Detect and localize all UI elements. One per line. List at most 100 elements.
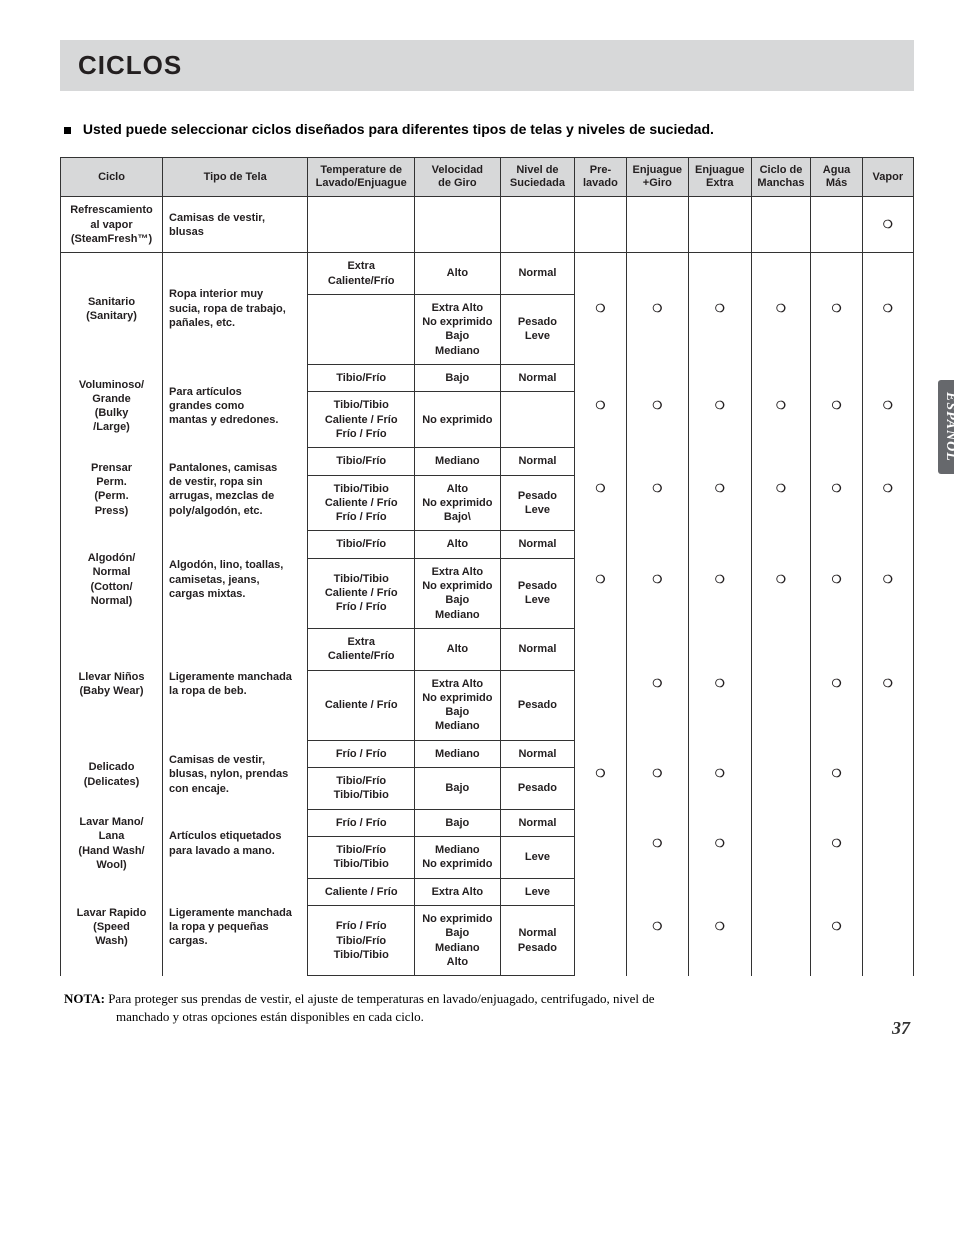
option-cell: ❍ bbox=[862, 253, 913, 365]
option-cell bbox=[751, 740, 811, 809]
option-cell: ❍ bbox=[689, 878, 751, 975]
option-cell: ❍ bbox=[689, 253, 751, 365]
temp-cell: Extra Caliente/Frío bbox=[308, 628, 415, 670]
temp-cell bbox=[308, 294, 415, 364]
speed-cell: Alto bbox=[415, 628, 500, 670]
option-cell bbox=[626, 197, 688, 253]
soil-cell: PesadoLeve bbox=[500, 558, 575, 628]
table-row: Delicado(Delicates)Camisas de vestir,blu… bbox=[61, 740, 914, 767]
option-cell: ❍ bbox=[689, 365, 751, 448]
temp-cell: Frío / FríoTibio/FríoTibio/Tibio bbox=[308, 906, 415, 976]
cycle-cell: Lavar Rapido(SpeedWash) bbox=[61, 878, 163, 975]
language-tab: ESPAÑOL bbox=[938, 380, 954, 474]
col-temp: Temperature deLavado/Enjuague bbox=[308, 158, 415, 197]
table-row: Llevar Niños(Baby Wear)Ligeramente manch… bbox=[61, 628, 914, 670]
option-cell: ❍ bbox=[862, 448, 913, 531]
soil-cell: PesadoLeve bbox=[500, 294, 575, 364]
option-cell: ❍ bbox=[575, 365, 626, 448]
table-header-row: Ciclo Tipo de Tela Temperature deLavado/… bbox=[61, 158, 914, 197]
soil-cell: Pesado bbox=[500, 670, 575, 740]
soil-cell: Leve bbox=[500, 878, 575, 905]
fabric-cell: Camisas de vestir,blusas, nylon, prendas… bbox=[163, 740, 308, 809]
speed-cell: Bajo bbox=[415, 809, 500, 836]
option-cell: ❍ bbox=[626, 809, 688, 878]
option-cell bbox=[751, 628, 811, 740]
speed-cell: Mediano bbox=[415, 740, 500, 767]
cycle-cell: Voluminoso/Grande(Bulky/Large) bbox=[61, 365, 163, 448]
fabric-cell: Algodón, lino, toallas,camisetas, jeans,… bbox=[163, 531, 308, 628]
temp-cell: Caliente / Frío bbox=[308, 878, 415, 905]
col-tela: Tipo de Tela bbox=[163, 158, 308, 197]
speed-cell: Alto bbox=[415, 253, 500, 295]
option-cell bbox=[575, 628, 626, 740]
option-cell: ❍ bbox=[626, 253, 688, 365]
option-cell bbox=[689, 197, 751, 253]
option-cell: ❍ bbox=[811, 878, 862, 975]
cycle-cell: Llevar Niños(Baby Wear) bbox=[61, 628, 163, 740]
option-cell: ❍ bbox=[626, 448, 688, 531]
soil-cell: Normal bbox=[500, 531, 575, 558]
cycle-cell: Sanitario(Sanitary) bbox=[61, 253, 163, 365]
fabric-cell: Para artículosgrandes comomantas y edred… bbox=[163, 365, 308, 448]
option-cell: ❍ bbox=[575, 740, 626, 809]
col-water: AguaMás bbox=[811, 158, 862, 197]
option-cell: ❍ bbox=[751, 531, 811, 628]
fabric-cell: Ligeramente manchadala ropa y pequeñasca… bbox=[163, 878, 308, 975]
option-cell: ❍ bbox=[811, 809, 862, 878]
option-cell: ❍ bbox=[689, 448, 751, 531]
fabric-cell: Artículos etiquetadospara lavado a mano. bbox=[163, 809, 308, 878]
speed-cell: Bajo bbox=[415, 365, 500, 392]
speed-cell: Mediano bbox=[415, 448, 500, 475]
col-steam: Vapor bbox=[862, 158, 913, 197]
option-cell bbox=[862, 740, 913, 809]
title-banner: CICLOS bbox=[60, 40, 914, 91]
soil-cell: NormalPesado bbox=[500, 906, 575, 976]
option-cell: ❍ bbox=[811, 531, 862, 628]
soil-cell: Pesado bbox=[500, 767, 575, 809]
speed-cell: Extra AltoNo exprimidoBajoMediano bbox=[415, 294, 500, 364]
speed-cell bbox=[415, 197, 500, 253]
option-cell bbox=[862, 878, 913, 975]
table-row: Algodón/Normal(Cotton/Normal)Algodón, li… bbox=[61, 531, 914, 558]
speed-cell: No exprimidoBajoMedianoAlto bbox=[415, 906, 500, 976]
fabric-cell: Camisas de vestir,blusas bbox=[163, 197, 308, 253]
soil-cell: Normal bbox=[500, 448, 575, 475]
temp-cell: Tibio/FríoTibio/Tibio bbox=[308, 836, 415, 878]
soil-cell: Normal bbox=[500, 809, 575, 836]
soil-cell bbox=[500, 392, 575, 448]
table-row: Voluminoso/Grande(Bulky/Large)Para artíc… bbox=[61, 365, 914, 392]
speed-cell: Alto bbox=[415, 531, 500, 558]
speed-cell: Bajo bbox=[415, 767, 500, 809]
col-speed: Velocidadde Giro bbox=[415, 158, 500, 197]
option-cell: ❍ bbox=[862, 531, 913, 628]
option-cell: ❍ bbox=[575, 253, 626, 365]
temp-cell: Tibio/TibioCaliente / FríoFrío / Frío bbox=[308, 475, 415, 531]
temp-cell: Extra Caliente/Frío bbox=[308, 253, 415, 295]
footnote: NOTA: Para proteger sus prendas de vesti… bbox=[60, 990, 914, 1026]
temp-cell: Tibio/TibioCaliente / FríoFrío / Frío bbox=[308, 558, 415, 628]
intro-text: Usted puede seleccionar ciclos diseñados… bbox=[64, 121, 914, 137]
cycles-table: Ciclo Tipo de Tela Temperature deLavado/… bbox=[60, 157, 914, 976]
option-cell bbox=[811, 197, 862, 253]
option-cell: ❍ bbox=[626, 878, 688, 975]
option-cell: ❍ bbox=[626, 740, 688, 809]
soil-cell: Normal bbox=[500, 628, 575, 670]
option-cell: ❍ bbox=[575, 448, 626, 531]
speed-cell: Extra AltoNo exprimidoBajoMediano bbox=[415, 670, 500, 740]
bullet-icon bbox=[64, 127, 71, 134]
option-cell: ❍ bbox=[626, 365, 688, 448]
fabric-cell: Ropa interior muysucia, ropa de trabajo,… bbox=[163, 253, 308, 365]
option-cell: ❍ bbox=[689, 809, 751, 878]
speed-cell: Extra AltoNo exprimidoBajoMediano bbox=[415, 558, 500, 628]
speed-cell: Extra Alto bbox=[415, 878, 500, 905]
option-cell: ❍ bbox=[575, 531, 626, 628]
speed-cell: MedianoNo exprimido bbox=[415, 836, 500, 878]
temp-cell: Caliente / Frío bbox=[308, 670, 415, 740]
cycle-cell: Refrescamientoal vapor(SteamFresh™) bbox=[61, 197, 163, 253]
temp-cell: Tibio/Frío bbox=[308, 448, 415, 475]
temp-cell: Tibio/Frío bbox=[308, 531, 415, 558]
cycle-cell: PrensarPerm.(Perm.Press) bbox=[61, 448, 163, 531]
temp-cell bbox=[308, 197, 415, 253]
soil-cell: Normal bbox=[500, 365, 575, 392]
option-cell: ❍ bbox=[811, 448, 862, 531]
